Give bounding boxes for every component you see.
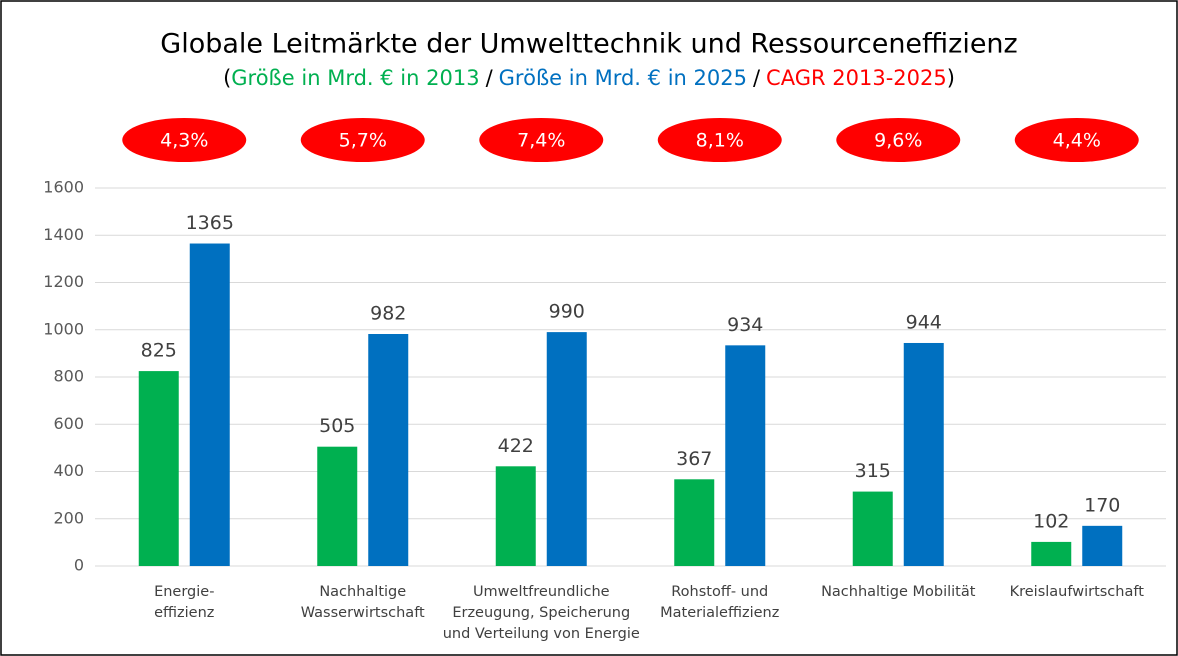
y-tick-label: 1400 — [43, 225, 84, 244]
x-tick-label: effizienz — [154, 605, 214, 621]
subtitle-punct: ) — [947, 66, 955, 90]
y-tick-label: 600 — [53, 414, 84, 433]
cagr-label: 5,7% — [339, 130, 387, 152]
bar — [495, 466, 536, 566]
x-tick-label: Erzeugung, Speicherung — [452, 605, 630, 621]
data-label: 170 — [1084, 494, 1120, 516]
y-tick-label: 1000 — [43, 319, 84, 338]
bar — [725, 345, 766, 566]
chart-title: Globale Leitmärkte der Umwelttechnik und… — [160, 29, 1017, 60]
bar — [138, 371, 179, 566]
cagr-badge — [122, 118, 247, 162]
data-label: 367 — [676, 448, 712, 470]
data-label: 315 — [855, 460, 891, 482]
cagr-badge — [657, 118, 782, 162]
y-tick-label: 800 — [53, 367, 84, 386]
cagr-badge — [1014, 118, 1139, 162]
subtitle-series: Größe in Mrd. € in 2013 — [231, 66, 479, 90]
cagr-label: 4,3% — [160, 130, 208, 152]
x-tick-label: Wasserwirtschaft — [301, 605, 425, 621]
cagr-label: 4,4% — [1053, 130, 1101, 152]
data-label: 982 — [370, 303, 406, 325]
bar — [546, 332, 587, 566]
data-label: 1365 — [186, 212, 234, 234]
data-label: 944 — [906, 311, 942, 333]
bar — [903, 342, 944, 566]
cagr-badge — [479, 118, 604, 162]
subtitle-cagr: CAGR 2013-2025 — [766, 66, 947, 90]
bar — [317, 446, 358, 566]
y-tick-label: 0 — [74, 556, 84, 575]
cagr-label: 9,6% — [874, 130, 922, 152]
y-tick-label: 1200 — [43, 272, 84, 291]
cagr-badge — [300, 118, 425, 162]
data-label: 934 — [727, 314, 763, 336]
y-tick-label: 400 — [53, 461, 84, 480]
bar — [1082, 525, 1123, 566]
cagr-badge — [836, 118, 961, 162]
data-label: 102 — [1033, 510, 1069, 532]
x-tick-label: Nachhaltige — [319, 584, 406, 600]
bar — [189, 243, 230, 567]
x-tick-label: Materialeffizienz — [660, 605, 779, 621]
y-tick-label: 200 — [53, 508, 84, 527]
subtitle-punct: / — [486, 66, 494, 90]
data-label: 422 — [498, 435, 534, 457]
x-tick-label: Rohstoff- und — [671, 584, 768, 600]
subtitle-punct: ( — [223, 66, 231, 90]
x-tick-label: Nachhaltige Mobilität — [821, 584, 976, 600]
x-tick-label: Energie- — [154, 584, 214, 600]
x-tick-label: Umweltfreundliche — [473, 584, 610, 600]
bar — [368, 334, 409, 566]
cagr-label: 7,4% — [517, 130, 565, 152]
data-label: 990 — [549, 301, 585, 323]
data-label: 825 — [141, 340, 177, 362]
data-label: 505 — [319, 415, 355, 437]
bar — [1031, 541, 1072, 566]
bar — [674, 479, 715, 566]
chart-subtitle: (Größe in Mrd. € in 2013 /Größe in Mrd. €… — [223, 66, 955, 90]
bar — [852, 491, 893, 566]
x-tick-label: Kreislaufwirtschaft — [1010, 584, 1145, 600]
subtitle-series: Größe in Mrd. € in 2025 — [499, 66, 747, 90]
subtitle-punct: / — [753, 66, 761, 90]
y-tick-label: 1600 — [43, 178, 84, 197]
x-tick-label: und Verteilung von Energie — [443, 626, 640, 642]
cagr-label: 8,1% — [696, 130, 744, 152]
